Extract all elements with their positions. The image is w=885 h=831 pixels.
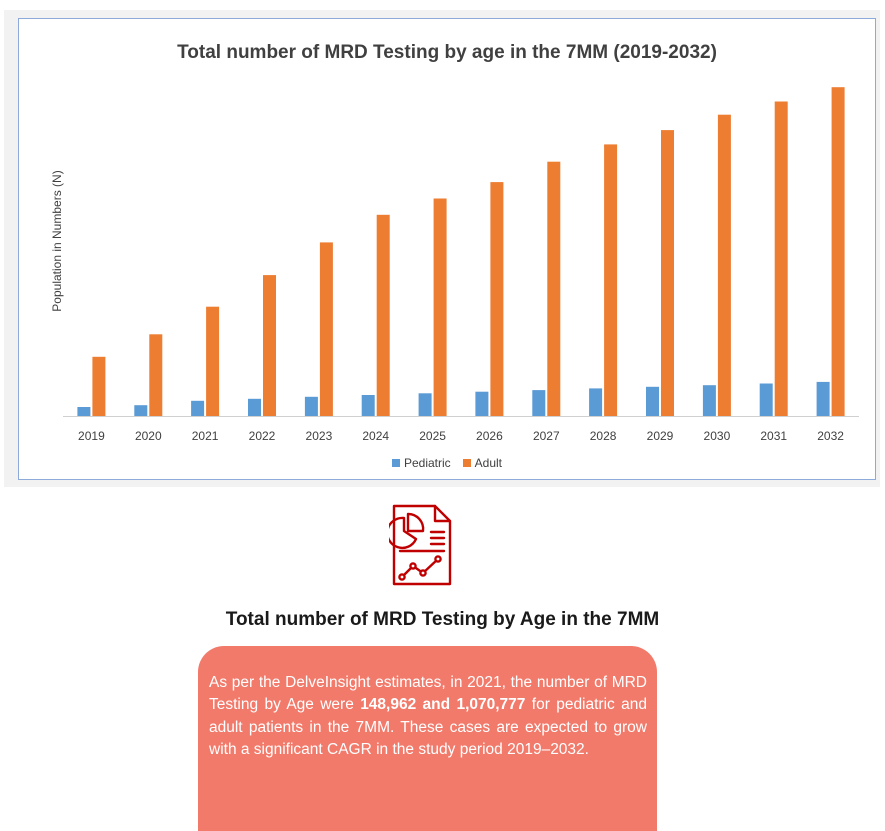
legend-item-adult: Adult bbox=[462, 456, 503, 470]
bar-pediatric-2019 bbox=[77, 407, 91, 416]
bar-adult-2025 bbox=[433, 198, 447, 416]
bar-adult-2021 bbox=[206, 306, 220, 416]
x-tick-label: 2024 bbox=[362, 429, 389, 443]
legend: Pediatric Adult bbox=[19, 456, 875, 470]
bar-pediatric-2030 bbox=[702, 385, 716, 416]
bar-adult-2020 bbox=[149, 334, 163, 416]
bar-pediatric-2025 bbox=[418, 393, 432, 416]
report-analytics-icon bbox=[389, 504, 452, 586]
bar-pediatric-2029 bbox=[646, 386, 659, 416]
bar-adult-2019 bbox=[92, 356, 106, 416]
legend-label-adult: Adult bbox=[474, 456, 503, 470]
x-tick-label: 2031 bbox=[760, 429, 787, 443]
estimate-text-part-2: for pediatric and adult patients in the … bbox=[209, 696, 647, 758]
bar-pediatric-2031 bbox=[759, 383, 773, 416]
x-tick-label: 2025 bbox=[419, 429, 446, 443]
bar-adult-2026 bbox=[490, 182, 504, 416]
estimate-text-bold: 148,962 and 1,070,777 bbox=[360, 696, 526, 714]
x-tick-label: 2029 bbox=[647, 429, 674, 443]
estimate-card: As per the DelveInsight estimates, in 20… bbox=[198, 646, 657, 831]
legend-swatch-adult bbox=[462, 459, 471, 467]
legend-label-pediatric: Pediatric bbox=[403, 456, 451, 470]
bar-pediatric-2020 bbox=[134, 405, 148, 416]
chart-title: Total number of MRD Testing by age in th… bbox=[177, 42, 717, 63]
x-tick-label: 2026 bbox=[476, 429, 503, 443]
bar-chart: 2019 2020 2021 2022 2023 2024 2025 2026 2027 2028… bbox=[63, 87, 859, 443]
x-tick-label: 2030 bbox=[704, 429, 731, 443]
bar-adult-2031 bbox=[774, 101, 788, 416]
bar-pediatric-2026 bbox=[475, 391, 489, 416]
bar-pediatric-2032 bbox=[816, 381, 830, 416]
x-tick-label: 2022 bbox=[249, 429, 276, 443]
bar-pediatric-2021 bbox=[191, 400, 205, 416]
legend-swatch-pediatric bbox=[391, 459, 400, 467]
x-tick-label: 2021 bbox=[192, 429, 219, 443]
x-tick-label: 2019 bbox=[78, 429, 105, 443]
bar-pediatric-2023 bbox=[304, 396, 318, 416]
estimate-text-part-1: As per the DelveInsight estimates, in 20… bbox=[209, 674, 647, 714]
chart-box: Total number of MRD Testing by age in th… bbox=[18, 18, 876, 480]
bar-adult-2028 bbox=[604, 144, 618, 416]
bar-pediatric-2024 bbox=[361, 395, 375, 416]
x-tick-label: 2027 bbox=[533, 429, 560, 443]
x-tick-label: 2023 bbox=[306, 429, 333, 443]
x-tick-label: 2032 bbox=[817, 429, 844, 443]
x-tick-label: 2020 bbox=[135, 429, 162, 443]
bar-pediatric-2028 bbox=[589, 388, 603, 416]
bar-pediatric-2027 bbox=[532, 390, 546, 416]
bar-adult-2029 bbox=[661, 130, 674, 416]
bar-adult-2030 bbox=[717, 114, 731, 416]
bar-pediatric-2022 bbox=[248, 398, 261, 416]
legend-item-pediatric: Pediatric bbox=[391, 456, 451, 470]
section-heading: Total number of MRD Testing by Age in th… bbox=[225, 609, 660, 630]
bar-adult-2023 bbox=[319, 242, 333, 416]
estimate-text: As per the DelveInsight estimates, in 20… bbox=[209, 672, 647, 761]
bar-adult-2024 bbox=[376, 214, 390, 416]
bar-adult-2022 bbox=[263, 275, 276, 416]
chart-panel: Total number of MRD Testing by age in th… bbox=[4, 10, 880, 487]
x-tick-label: 2028 bbox=[590, 429, 617, 443]
bar-adult-2027 bbox=[547, 161, 561, 416]
bar-adult-2032 bbox=[831, 87, 845, 416]
